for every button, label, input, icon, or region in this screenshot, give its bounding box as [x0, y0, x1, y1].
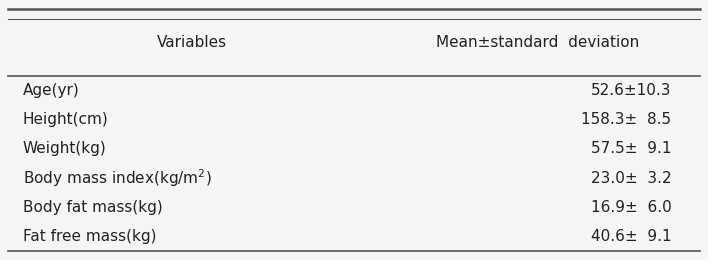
Text: 52.6±10.3: 52.6±10.3: [591, 83, 671, 98]
Text: Age(yr): Age(yr): [23, 83, 79, 98]
Text: 23.0±  3.2: 23.0± 3.2: [590, 171, 671, 186]
Text: Weight(kg): Weight(kg): [23, 141, 106, 156]
Text: 158.3±  8.5: 158.3± 8.5: [581, 112, 671, 127]
Text: 40.6±  9.1: 40.6± 9.1: [590, 229, 671, 244]
Text: Variables: Variables: [156, 35, 227, 50]
Text: 57.5±  9.1: 57.5± 9.1: [591, 141, 671, 156]
Text: Fat free mass(kg): Fat free mass(kg): [23, 229, 156, 244]
Text: Height(cm): Height(cm): [23, 112, 108, 127]
Text: 16.9±  6.0: 16.9± 6.0: [590, 200, 671, 215]
Text: Body fat mass(kg): Body fat mass(kg): [23, 200, 162, 215]
Text: Body mass index(kg/m$^2$): Body mass index(kg/m$^2$): [23, 167, 211, 189]
Text: Mean±standard  deviation: Mean±standard deviation: [435, 35, 639, 50]
